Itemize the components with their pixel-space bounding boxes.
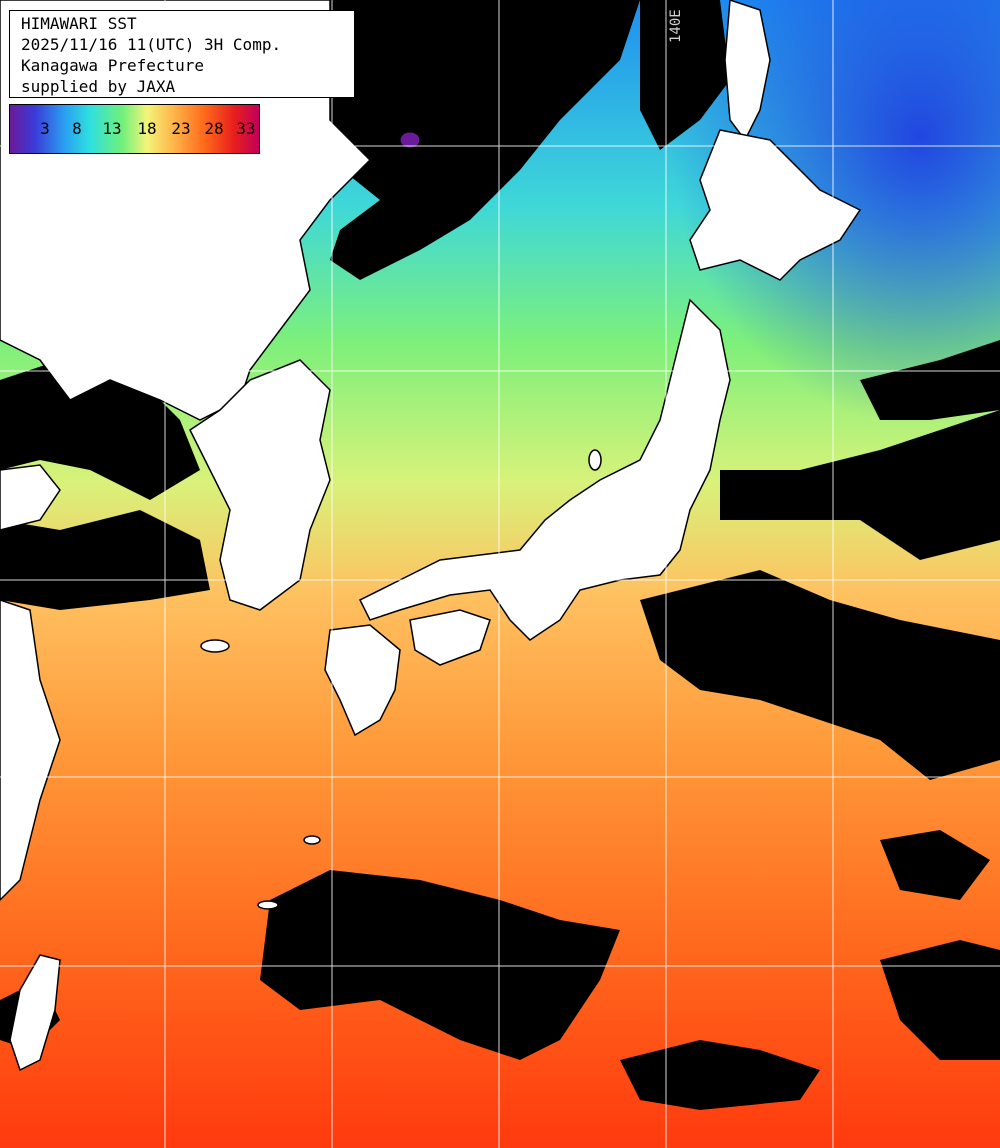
longitude-label-140e: 140E xyxy=(668,9,684,43)
observation-datetime: 2025/11/16 11(UTC) 3H Comp. xyxy=(21,35,282,54)
cloud-mask xyxy=(0,0,1000,1110)
info-box: HIMAWARI SST 2025/11/16 11(UTC) 3H Comp.… xyxy=(9,10,355,98)
colorbar-tick: 18 xyxy=(137,119,157,138)
temperature-colorbar: 3 8 13 18 23 28 33 xyxy=(9,104,260,154)
colorbar-tick: 33 xyxy=(236,119,256,138)
region-name: Kanagawa Prefecture xyxy=(21,56,205,75)
colorbar-tick: 3 xyxy=(40,119,50,138)
data-credit: supplied by JAXA xyxy=(21,77,176,96)
cold-spot xyxy=(399,131,421,149)
colorbar-tick: 28 xyxy=(204,119,224,138)
colorbar-tick: 23 xyxy=(171,119,191,138)
colorbar-tick: 13 xyxy=(102,119,122,138)
product-title: HIMAWARI SST xyxy=(21,14,137,33)
colorbar-tick: 8 xyxy=(72,119,82,138)
